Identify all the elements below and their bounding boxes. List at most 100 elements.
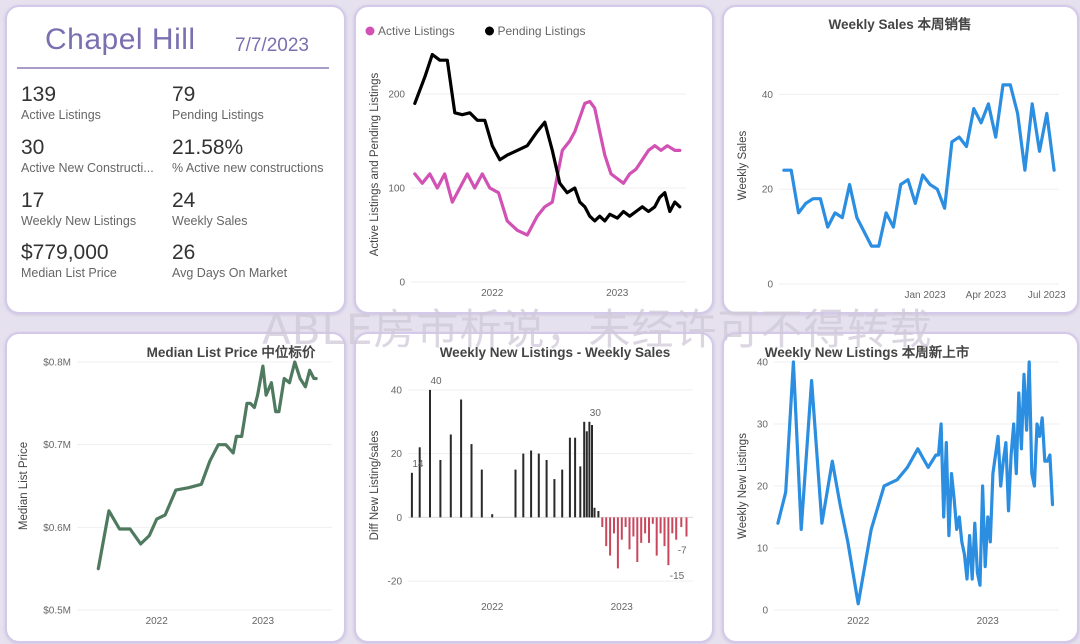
data-label: 40 bbox=[430, 376, 442, 387]
kpi-active-new-construction: 30 Active New Constructi... bbox=[21, 136, 171, 176]
bar bbox=[410, 472, 413, 518]
data-label: 14 bbox=[412, 459, 424, 470]
y-tick-label: 20 bbox=[757, 482, 769, 493]
y-tick-label: $0.6M bbox=[43, 523, 71, 534]
kpi-value: 24 bbox=[172, 189, 196, 212]
y-tick-label: 0 bbox=[399, 278, 405, 289]
bar bbox=[636, 517, 639, 562]
bar bbox=[585, 431, 588, 518]
kpi-value: 26 bbox=[172, 241, 196, 264]
bar bbox=[591, 425, 593, 518]
bar bbox=[644, 517, 647, 534]
series-line bbox=[776, 360, 1055, 606]
chart-title: Weekly Sales 本周销售 bbox=[828, 16, 971, 32]
bar bbox=[593, 507, 596, 518]
x-tick-label: Apr 2023 bbox=[966, 290, 1007, 301]
data-label: -7 bbox=[678, 546, 687, 557]
data-label: -15 bbox=[670, 571, 685, 582]
legend-marker bbox=[485, 26, 494, 36]
new-listings-chart: Weekly New Listings 本周新上市 0 10 20 30 40 2022 20… bbox=[737, 344, 1059, 627]
legend-label: Active Listings bbox=[378, 24, 455, 38]
kpi-active-listings: 139 Active Listings bbox=[21, 83, 171, 123]
bar bbox=[537, 453, 540, 518]
legend-label: Pending Listings bbox=[498, 24, 586, 38]
y-tick-label: 30 bbox=[757, 420, 769, 431]
bar bbox=[655, 517, 658, 556]
y-tick-label: -20 bbox=[388, 577, 403, 588]
bar bbox=[640, 517, 643, 543]
x-tick-label: 2022 bbox=[146, 616, 169, 627]
x-tick-label: 2022 bbox=[481, 602, 504, 613]
bar bbox=[651, 517, 654, 524]
weekly-sales-chart: Weekly Sales 本周销售 0 20 40 Jan 2023 Apr 2023 Ju… bbox=[737, 16, 1066, 301]
kpi-weekly-new-listings: 17 Weekly New Listings bbox=[21, 189, 171, 229]
y-axis-label: Weekly Sales bbox=[737, 131, 749, 201]
series-line bbox=[413, 52, 682, 223]
bar bbox=[583, 421, 586, 518]
y-tick-label: 200 bbox=[388, 90, 405, 101]
bar bbox=[574, 437, 577, 518]
y-axis-label: Median List Price bbox=[18, 442, 30, 530]
kpi-avg-days-on-market: 26 Avg Days On Market bbox=[172, 241, 322, 281]
kpi-label: Median List Price bbox=[21, 266, 117, 280]
bar bbox=[601, 517, 604, 527]
chart-title: Weekly New Listings 本周新上市 bbox=[765, 344, 970, 360]
bar bbox=[616, 517, 619, 569]
city-name: Chapel Hill bbox=[45, 23, 196, 56]
bar bbox=[620, 517, 623, 540]
weekly-sales-chart-card: Weekly Sales 本周销售 0 20 40 Jan 2023 Apr 2023 Ju… bbox=[722, 5, 1079, 314]
y-axis-label: Diff New Listing/sales bbox=[369, 430, 381, 540]
kpi-label: Weekly New Listings bbox=[21, 214, 137, 228]
bar bbox=[514, 469, 517, 518]
bar bbox=[663, 517, 666, 547]
kpi-label: Avg Days On Market bbox=[172, 266, 288, 280]
median-price-chart-card: Median List Price 中位标价 $0.5M $0.6M $0.7M $0.… bbox=[5, 332, 346, 643]
bar bbox=[659, 517, 662, 534]
listings-chart-card: 0 100 200 2022 2023 Active Listings and Pendi… bbox=[354, 5, 714, 314]
report-date: 7/7/2023 bbox=[235, 35, 309, 56]
x-tick-label: Jan 2023 bbox=[905, 290, 947, 301]
bar bbox=[624, 517, 627, 527]
bar bbox=[675, 517, 678, 540]
chart-title: Median List Price 中位标价 bbox=[147, 344, 316, 360]
kpi-label: Active New Constructi... bbox=[21, 161, 154, 175]
kpi-label: Pending Listings bbox=[172, 108, 264, 122]
bar bbox=[530, 450, 533, 518]
kpi-card: Chapel Hill 7/7/2023 139 Active Listings… bbox=[5, 5, 346, 314]
bar bbox=[418, 447, 421, 518]
bar bbox=[632, 517, 635, 537]
bar bbox=[561, 469, 564, 518]
series-line bbox=[782, 83, 1056, 248]
kpi-value: 79 bbox=[172, 83, 196, 106]
y-tick-label: 0 bbox=[762, 606, 768, 617]
bar bbox=[667, 517, 670, 566]
bar bbox=[460, 399, 463, 518]
legend-marker bbox=[365, 26, 375, 36]
y-tick-label: 40 bbox=[757, 358, 769, 369]
data-label: 30 bbox=[590, 408, 602, 419]
y-tick-label: 0 bbox=[767, 280, 773, 291]
diff-chart-card: Weekly New Listings - Weekly Sales -20 0 20… bbox=[354, 332, 714, 643]
bar bbox=[491, 514, 494, 518]
y-tick-label: 0 bbox=[396, 513, 402, 524]
y-tick-label: 10 bbox=[757, 544, 769, 555]
y-tick-label: $0.8M bbox=[43, 358, 71, 369]
listings-chart: 0 100 200 2022 2023 Active Listings and Pendi… bbox=[365, 24, 686, 299]
x-tick-label: 2023 bbox=[977, 616, 1000, 627]
x-tick-label: 2023 bbox=[252, 616, 275, 627]
y-tick-label: 20 bbox=[762, 185, 774, 196]
kpi-pending-listings: 79 Pending Listings bbox=[172, 83, 322, 123]
chart-title: Weekly New Listings - Weekly Sales bbox=[440, 345, 671, 360]
y-tick-label: 40 bbox=[391, 385, 403, 396]
y-tick-label: 40 bbox=[762, 90, 774, 101]
kpi-pct-new-construction: 21.58% % Active new constructions bbox=[172, 136, 342, 176]
bar bbox=[429, 389, 431, 518]
bar bbox=[605, 517, 608, 547]
bar bbox=[628, 517, 631, 550]
kpi-label: Active Listings bbox=[21, 108, 101, 122]
y-axis-label: Weekly New Listings bbox=[737, 433, 749, 539]
y-tick-label: 20 bbox=[391, 449, 403, 460]
bar bbox=[613, 517, 615, 534]
bar bbox=[685, 517, 688, 537]
bar bbox=[480, 469, 483, 518]
